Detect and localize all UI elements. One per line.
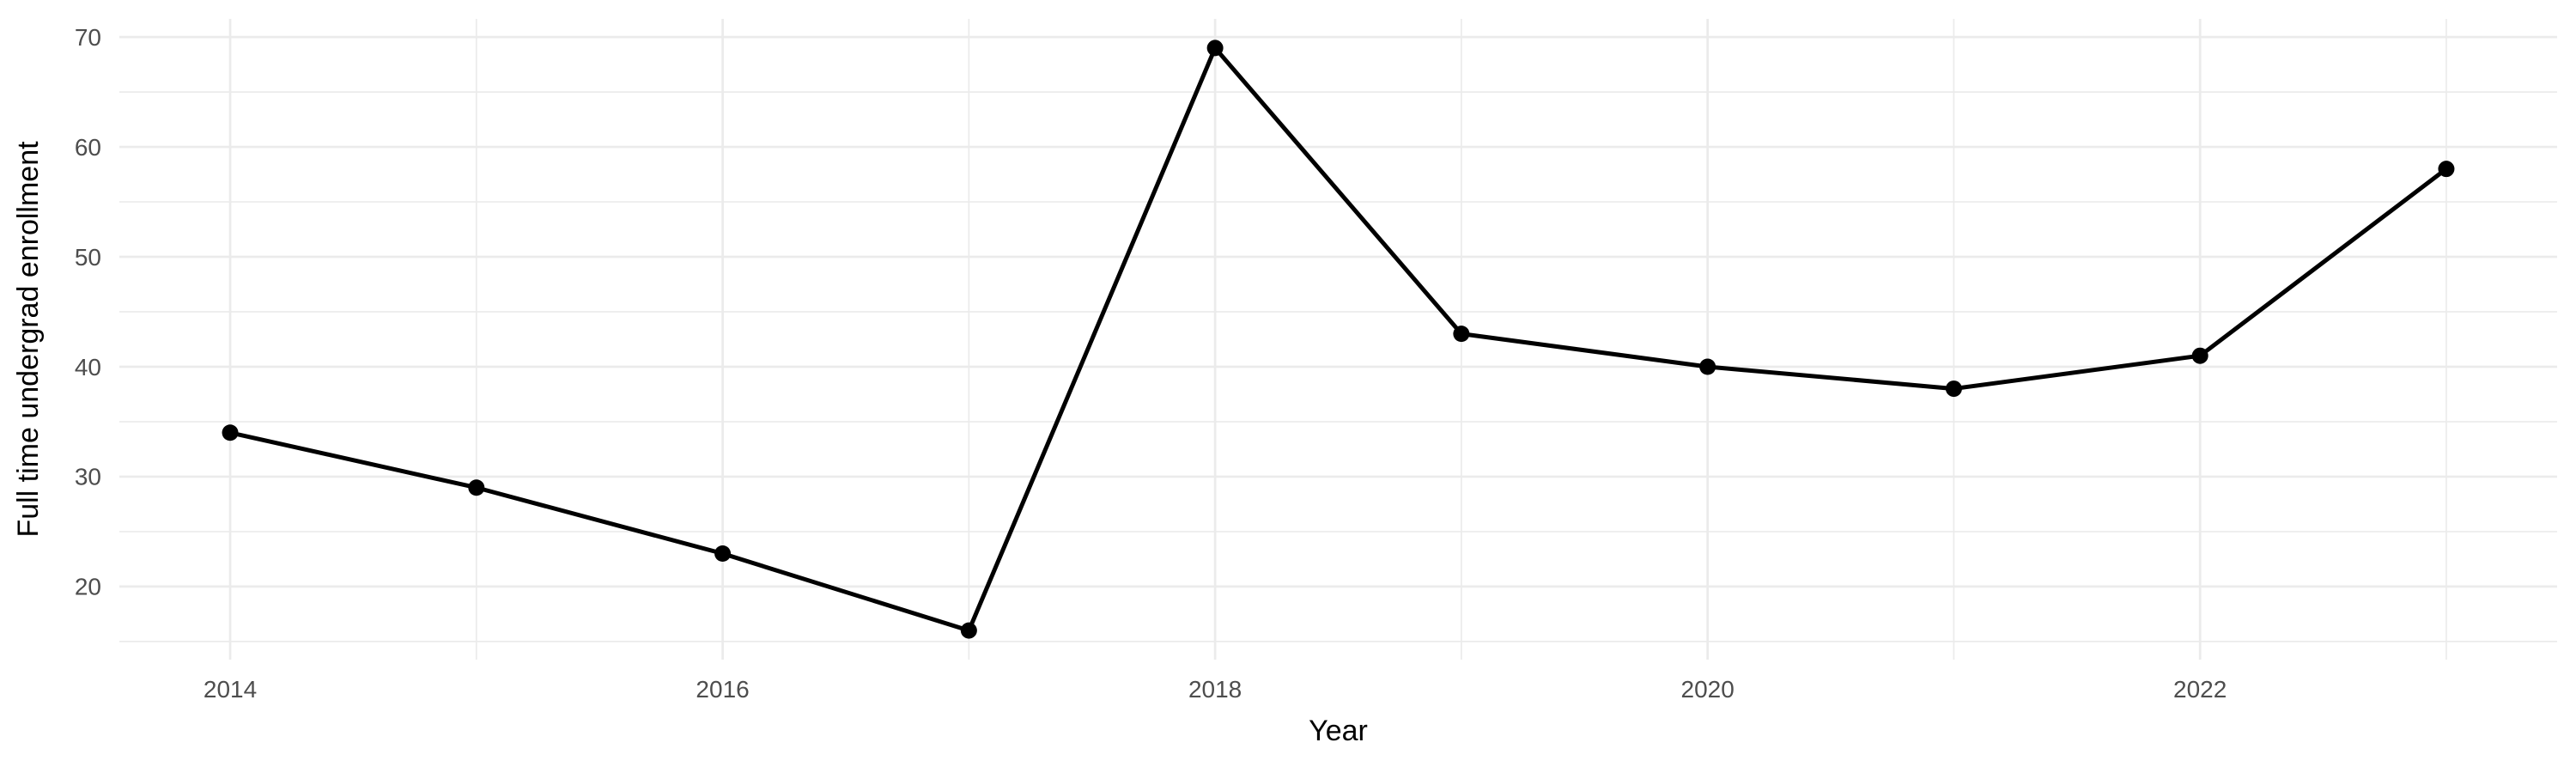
data-point [1699,358,1716,375]
x-axis-tick-labels: 2014 2016 2018 2020 2022 [204,676,2227,703]
data-point [2191,347,2208,364]
y-tick-label: 50 [75,244,101,271]
x-tick-label: 2020 [1681,676,1735,703]
y-tick-label: 60 [75,134,101,161]
y-tick-label: 20 [75,574,101,600]
data-points-group [222,40,2455,639]
data-point [1945,380,1962,398]
data-point [1453,326,1470,343]
data-point [960,622,977,639]
data-point [2438,161,2455,178]
gridlines-minor [119,19,2557,660]
x-tick-label: 2016 [696,676,749,703]
x-tick-label: 2014 [204,676,257,703]
y-axis-tick-labels: 20 30 40 50 60 70 [75,24,101,600]
data-point [714,545,732,563]
y-axis-title: Full time undergrad enrollment [12,141,45,538]
y-tick-label: 70 [75,24,101,51]
x-tick-label: 2022 [2173,676,2227,703]
data-point [468,479,485,496]
data-point [222,424,239,441]
y-tick-label: 30 [75,464,101,490]
enrollment-line-series [229,46,2448,633]
y-tick-label: 40 [75,354,101,380]
data-point [1206,40,1224,57]
x-tick-label: 2018 [1188,676,1242,703]
gridlines-major [119,19,2557,660]
x-axis-title: Year [1309,715,1368,747]
